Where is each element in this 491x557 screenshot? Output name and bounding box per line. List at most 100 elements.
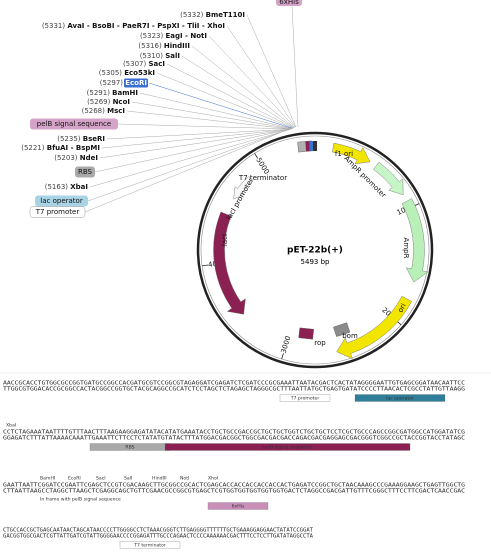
enzyme-name: AvaI - BsoBI - PaeR7I - PspXI - TliI - X… [67, 22, 225, 30]
enzyme-position: (5163) [45, 183, 69, 191]
site-label: SacI [96, 476, 106, 482]
enzyme-position: (5268) [82, 107, 106, 115]
label-leader [156, 72, 294, 129]
label-leader [291, 5, 299, 128]
site-marker [305, 141, 311, 152]
enzyme-label: (5310) SalI [140, 52, 180, 60]
enzyme-name: HindIII [164, 42, 190, 50]
plasmid-size: 5493 bp [301, 258, 330, 266]
enzyme-name: NdeI [80, 154, 98, 162]
enzyme-position: (5235) [57, 135, 81, 143]
enzyme-position: (5221) [21, 144, 45, 152]
enzyme-position: (5203) [54, 154, 78, 162]
feature-tag-label: lac operator [40, 197, 83, 205]
enzyme-position: (5331) [42, 22, 66, 30]
site-label: XbaI [6, 423, 16, 429]
feature [401, 198, 429, 283]
site-label: HindIII [152, 476, 167, 482]
label-leader [139, 92, 293, 129]
enzyme-name: BmeT110I [206, 11, 245, 19]
feature [233, 176, 254, 200]
feature-tag-label: RBS [78, 168, 93, 176]
feature-label: AmpR [402, 238, 410, 259]
label-leader [131, 101, 292, 130]
enzyme-name: EcoRI [125, 79, 147, 87]
sequence-feature-label: RBS [125, 445, 134, 451]
enzyme-label: (5235) BseRI [57, 135, 105, 143]
feature-tag [30, 118, 118, 130]
feature-tag [29, 206, 86, 218]
feature-label: ori [396, 302, 408, 314]
label-leader [87, 128, 291, 202]
feature-tag-label: T7 promoter [35, 208, 80, 216]
enzyme-position: (5332) [180, 11, 204, 19]
label-leader [84, 128, 290, 213]
enzyme-name: BfuAI - BspMI [47, 144, 100, 152]
site-label: SalI [124, 476, 132, 482]
sequence-line: TTGGCGTGGACACCGCGGCCACTACGGCCGGTGCTACGCA… [3, 387, 465, 393]
enzyme-name: MscI [107, 107, 125, 115]
feature [333, 322, 351, 337]
feature [298, 327, 314, 340]
enzyme-name: XbaI [70, 183, 88, 191]
sequence-feature-label: lac operator [386, 396, 414, 402]
frame-note: In frame with pelB signal sequence [40, 497, 121, 503]
enzyme-name: Eco53kI [124, 69, 155, 77]
sequence-line: CCTCTAGAAATAATTTTGTTTAACTTTAAGAAGGAGATAT… [3, 430, 465, 436]
feature-label: lacI [221, 234, 229, 246]
enzyme-position: (5310) [140, 52, 164, 60]
enzyme-label: (5316) HindIII [138, 42, 190, 50]
tick [281, 353, 284, 360]
enzyme-name: SalI [165, 52, 180, 60]
site-marker [309, 140, 314, 152]
enzyme-label: (5331) AvaI - BsoBI - PaeR7I - PspXI - T… [42, 22, 225, 30]
label-leader [117, 123, 293, 130]
sequence-line: GGAGATCTTTATTAAAACAAATTGAAATTCTTCCTCTATA… [3, 436, 465, 442]
enzyme-label: (5269) NcoI [87, 98, 130, 106]
site-label: XhoI [208, 476, 218, 482]
enzyme-name: BseRI [83, 135, 105, 143]
site-label: BamHI [40, 476, 55, 482]
sequence-feature [279, 394, 331, 402]
feature [332, 142, 371, 165]
tick [202, 264, 209, 267]
enzyme-position: (5297) [100, 79, 124, 87]
tick [254, 153, 259, 159]
site-label: NotI [180, 476, 189, 482]
sequence-line: AACCGCACCTGTGGCGCCGGTGATGCCGGCCACGATGCGT… [3, 381, 465, 387]
sequence-feature [207, 502, 269, 510]
feature-label: T7 terminator [238, 174, 287, 182]
feature-label: f1 ori [335, 150, 353, 158]
sequence-line: GACGGTGGCGACTCGTTATTGATCGTATTGGGGAACCCCG… [3, 534, 313, 540]
backbone [196, 131, 434, 369]
feature [373, 161, 404, 196]
label-leader [191, 45, 295, 128]
enzyme-label: (5332) BmeT110I [180, 11, 245, 19]
label-leader [101, 129, 291, 149]
feature-tag-label: pelB signal sequence [37, 120, 111, 128]
sequence-feature [164, 443, 411, 451]
sequence-line: GAATTAATTCGGATCCGAATTCGAGCTCCGTCGACAAGCT… [3, 483, 465, 489]
enzyme-name: EagI - NotI [165, 32, 207, 40]
feature [213, 211, 246, 315]
enzyme-label: (5268) MscI [82, 107, 125, 115]
enzyme-highlight [124, 78, 148, 88]
label-leader [106, 128, 291, 140]
label-leader [166, 63, 294, 129]
enzyme-position: (5269) [87, 98, 111, 106]
enzyme-label: (5291) BamHI [87, 89, 138, 97]
backbone-inner [200, 135, 430, 365]
enzyme-position: (5305) [99, 69, 123, 77]
site-label: EcoRI [68, 476, 81, 482]
feature-tag [276, 0, 302, 6]
enzyme-label: (5297) EcoRI [100, 79, 147, 87]
enzyme-position: (5316) [138, 42, 162, 50]
label-leader [226, 25, 296, 128]
sequence-line: CTTAATTAAGCCTAGGCTTAAGCTCGAGGCAGCTGTTCGA… [3, 489, 465, 495]
enzyme-label: (5221) BfuAI - BspMI [21, 144, 100, 152]
enzyme-label: (5305) Eco53kI [99, 69, 155, 77]
label-leader [181, 55, 295, 129]
enzyme-label: (5307) SacI [123, 60, 165, 68]
feature-label: bom [342, 332, 358, 340]
sequence-feature-label: T7 promoter [290, 396, 320, 402]
